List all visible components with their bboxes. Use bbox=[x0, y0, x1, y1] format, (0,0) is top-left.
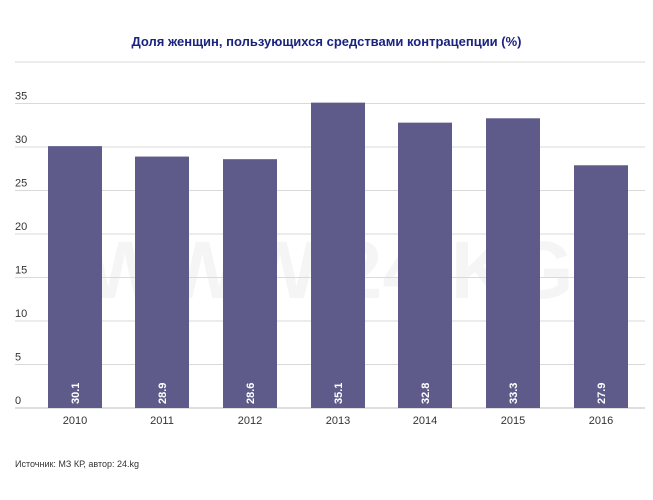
y-tick-label: 30 bbox=[15, 134, 27, 146]
x-tick-label: 2014 bbox=[413, 415, 437, 427]
y-tick-label: 10 bbox=[15, 308, 27, 320]
x-tick-label: 2011 bbox=[150, 415, 174, 427]
bar-2014 bbox=[398, 122, 452, 408]
y-tick-label: 25 bbox=[15, 178, 27, 190]
bar-2016 bbox=[574, 165, 628, 408]
bar-2011 bbox=[135, 156, 189, 408]
bar-layer bbox=[48, 102, 628, 408]
x-tick-label: 2013 bbox=[326, 415, 350, 427]
data-label: 33.3 bbox=[508, 383, 520, 404]
y-tick-label: 20 bbox=[15, 221, 27, 233]
x-tick-label: 2016 bbox=[589, 415, 613, 427]
data-label: 28.6 bbox=[245, 383, 257, 404]
bar-2012 bbox=[223, 159, 277, 408]
x-tick-label: 2015 bbox=[501, 415, 525, 427]
x-tick-label: 2012 bbox=[238, 415, 262, 427]
data-label: 28.9 bbox=[157, 383, 169, 404]
source-note: Источник: МЗ КР, автор: 24.kg bbox=[15, 459, 140, 469]
data-label: 32.8 bbox=[420, 383, 432, 404]
y-tick-label: 5 bbox=[15, 352, 21, 364]
x-tick-label: 2010 bbox=[63, 415, 87, 427]
y-tick-label: 0 bbox=[15, 395, 21, 407]
data-label: 30.1 bbox=[70, 383, 82, 404]
bar-2013 bbox=[311, 102, 365, 408]
chart-title: Доля женщин, пользующихся средствами кон… bbox=[131, 34, 522, 49]
y-tick-label: 15 bbox=[15, 265, 27, 277]
label-layer: 0 5 10 15 20 25 30 35 30.1 2010 28.9 2011 28.6 2012 35… bbox=[15, 91, 613, 428]
bar-2015 bbox=[486, 118, 540, 408]
y-tick-label: 35 bbox=[15, 91, 27, 103]
data-label: 35.1 bbox=[333, 383, 345, 404]
data-label: 27.9 bbox=[596, 383, 608, 404]
bar-2010 bbox=[48, 146, 102, 408]
